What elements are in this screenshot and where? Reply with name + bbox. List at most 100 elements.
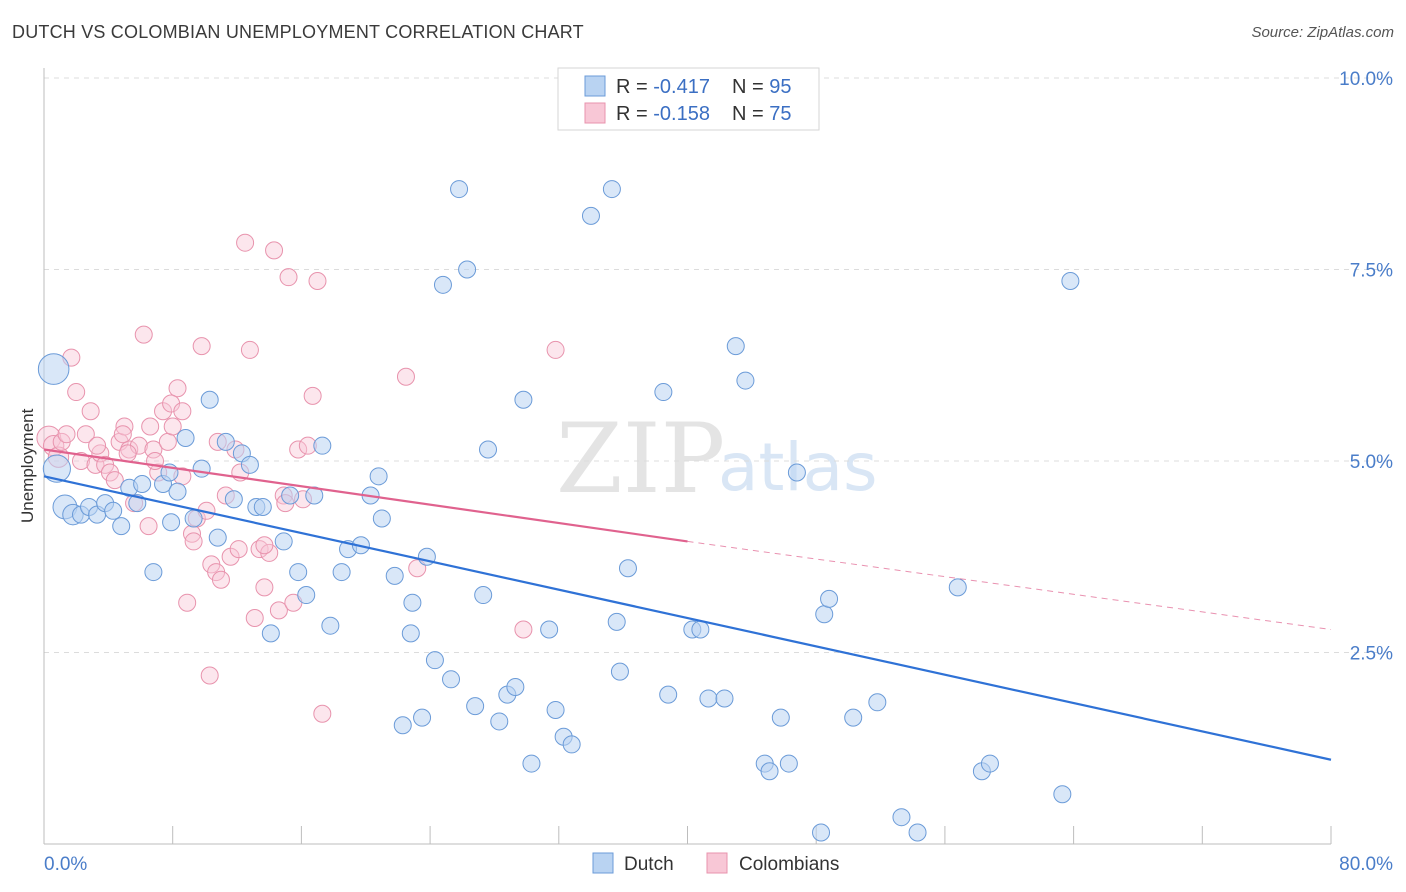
source-note: Source: ZipAtlas.com bbox=[1251, 24, 1394, 41]
dutch-point bbox=[490, 712, 509, 731]
colombians-point bbox=[211, 570, 230, 589]
dutch-point bbox=[253, 497, 272, 516]
colombians-legend-label: Colombians bbox=[739, 854, 839, 875]
dutch-point bbox=[760, 762, 779, 781]
dutch-point bbox=[112, 517, 131, 536]
colombians-point bbox=[144, 440, 163, 459]
dutch-point bbox=[466, 697, 485, 716]
dutch-point bbox=[562, 735, 581, 754]
colombians-point bbox=[269, 601, 288, 620]
colombians-point bbox=[240, 340, 259, 359]
x-tick-labels: 0.0% 80.0% bbox=[44, 854, 1393, 875]
trend-lines bbox=[43, 448, 1332, 761]
dutch-point bbox=[321, 616, 340, 635]
dutch-point bbox=[736, 371, 755, 390]
colombians-point bbox=[313, 704, 332, 723]
dutch-point bbox=[540, 620, 559, 639]
dutch-point bbox=[787, 463, 806, 482]
dutch-point bbox=[610, 662, 629, 681]
colombians-bottom-swatch bbox=[706, 852, 728, 874]
colombians-legend-swatch bbox=[584, 102, 606, 124]
y-tick-label: 7.5% bbox=[1350, 261, 1393, 282]
colombians-point bbox=[184, 532, 203, 551]
dutch-point bbox=[184, 509, 203, 528]
dutch-point bbox=[281, 486, 300, 505]
colombians-point bbox=[514, 620, 533, 639]
svg-text:N = 75: N = 75 bbox=[732, 103, 792, 125]
dutch-point bbox=[442, 670, 461, 689]
dutch-point bbox=[726, 337, 745, 356]
colombians-point bbox=[255, 578, 274, 597]
colombians-point bbox=[105, 471, 124, 490]
dutch-legend-label: Dutch bbox=[624, 854, 674, 875]
colombians-trend-line bbox=[43, 448, 688, 543]
colombians-point bbox=[192, 337, 211, 356]
dutch-point bbox=[654, 383, 673, 402]
dutch-point bbox=[240, 455, 259, 474]
colombians-point bbox=[158, 432, 177, 451]
dutch-r-value: -0.417 bbox=[653, 76, 710, 98]
colombians-r-value: -0.158 bbox=[653, 103, 710, 125]
y-tick-labels: 2.5% 5.0% 7.5% 10.0% bbox=[1339, 69, 1393, 665]
dutch-point bbox=[602, 180, 621, 199]
dutch-point bbox=[607, 612, 626, 631]
dutch-point bbox=[715, 689, 734, 708]
dutch-r-label: R = bbox=[616, 76, 653, 98]
dutch-point bbox=[289, 563, 308, 582]
colombians-point bbox=[546, 340, 565, 359]
dutch-n-label: N = bbox=[732, 76, 769, 98]
dutch-point bbox=[200, 390, 219, 409]
dutch-trend-line bbox=[43, 475, 1332, 761]
dutch-point bbox=[868, 693, 887, 712]
colombians-point bbox=[113, 425, 132, 444]
y-axis-title: Unemployment bbox=[18, 408, 37, 523]
dutch-point bbox=[37, 353, 70, 385]
colombians-trend-extension bbox=[687, 540, 1332, 631]
colombians-point bbox=[173, 402, 192, 421]
dutch-point bbox=[297, 586, 316, 605]
colombians-point bbox=[115, 417, 134, 436]
dutch-point bbox=[425, 651, 444, 670]
dutch-point bbox=[506, 677, 525, 696]
dutch-point bbox=[224, 490, 243, 509]
svg-text:R = -0.158: R = -0.158 bbox=[616, 103, 710, 125]
dutch-point bbox=[401, 624, 420, 643]
dutch-point bbox=[1053, 785, 1072, 804]
dutch-point bbox=[144, 563, 163, 582]
x-tick-label: 0.0% bbox=[44, 854, 87, 875]
dutch-point bbox=[192, 459, 211, 478]
y-tick-label: 2.5% bbox=[1350, 644, 1393, 665]
dutch-point bbox=[546, 700, 565, 719]
dutch-point bbox=[699, 689, 718, 708]
y-tick-label: 10.0% bbox=[1339, 69, 1393, 90]
dutch-point bbox=[332, 563, 351, 582]
colombians-point bbox=[289, 440, 308, 459]
colombians-point bbox=[308, 271, 327, 290]
colombians-point bbox=[76, 425, 95, 444]
dutch-point bbox=[474, 586, 493, 605]
colombians-n-label: N = bbox=[732, 103, 769, 125]
dutch-point bbox=[815, 605, 834, 624]
dutch-point bbox=[980, 754, 999, 773]
colombians-point bbox=[236, 233, 255, 252]
colombians-point bbox=[265, 241, 284, 260]
dutch-point bbox=[812, 823, 831, 842]
grid-lines bbox=[44, 77, 1391, 653]
stats-legend: R = -0.417 N = 95 R = -0.158 N = 75 bbox=[557, 67, 820, 131]
colombians-point bbox=[200, 666, 219, 685]
x-tick-label: 80.0% bbox=[1339, 854, 1393, 875]
colombians-point bbox=[229, 540, 248, 559]
dutch-point bbox=[514, 390, 533, 409]
axes bbox=[43, 68, 1332, 845]
dutch-point bbox=[948, 578, 967, 597]
colombians-point bbox=[67, 383, 86, 402]
watermark-zip: ZIP bbox=[556, 403, 725, 515]
dutch-point bbox=[162, 513, 181, 532]
dutch-point bbox=[479, 440, 498, 459]
dutch-point bbox=[892, 808, 911, 827]
dutch-point bbox=[581, 206, 600, 225]
dutch-point bbox=[208, 528, 227, 547]
dutch-point bbox=[844, 708, 863, 727]
colombians-point bbox=[72, 452, 91, 470]
